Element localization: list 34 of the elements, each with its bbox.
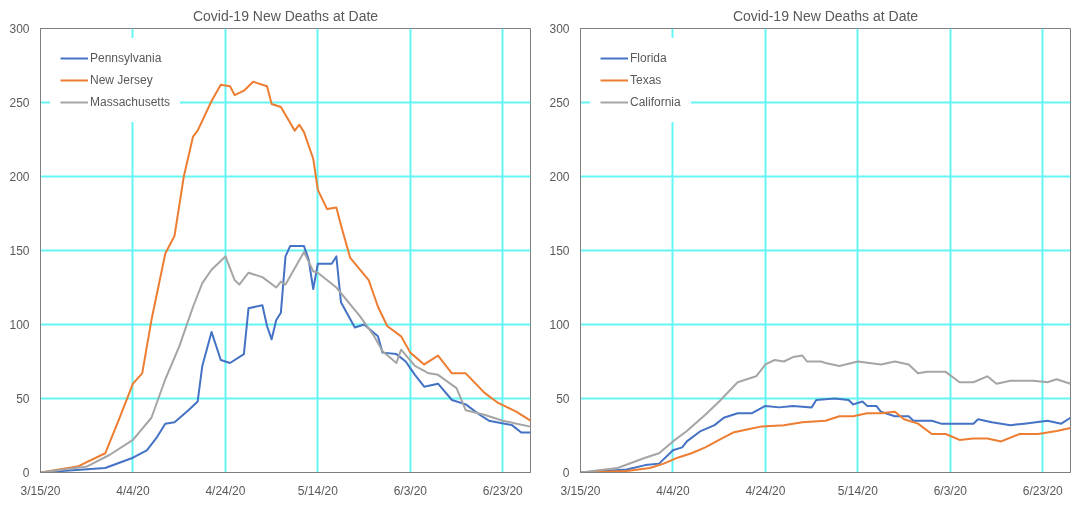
y-tick-label: 0: [22, 466, 30, 480]
chart-title: Covid-19 New Deaths at Date: [732, 7, 919, 24]
x-tick-label: 6/23/20: [1022, 483, 1064, 498]
legend-label: Massachusetts: [90, 95, 171, 109]
legend-label: California: [630, 95, 681, 109]
y-tick-label: 300: [9, 22, 30, 36]
legend-label: Texas: [630, 73, 662, 87]
y-tick-label: 150: [9, 244, 30, 258]
x-tick-label: 6/3/20: [393, 483, 428, 498]
x-tick-label: 5/14/20: [837, 483, 879, 498]
x-tick-label: 4/4/20: [116, 483, 150, 498]
x-tick-label: 6/23/20: [482, 483, 524, 498]
x-tick-label: 5/14/20: [297, 483, 339, 498]
x-tick-label: 4/24/20: [205, 483, 246, 498]
y-tick-label: 50: [16, 392, 30, 406]
y-tick-label: 100: [549, 318, 570, 332]
x-tick-label: 3/15/20: [20, 483, 61, 498]
y-tick-label: 0: [562, 466, 570, 480]
y-tick-label: 250: [9, 96, 30, 110]
y-tick-label: 200: [9, 170, 30, 184]
x-tick-label: 6/3/20: [933, 483, 968, 498]
legend-label: New Jersey: [90, 73, 153, 87]
chart-title: Covid-19 New Deaths at Date: [192, 7, 379, 24]
legend-label: Pennsylvania: [90, 51, 162, 65]
y-tick-label: 50: [556, 392, 570, 406]
legend-label: Florida: [630, 51, 667, 65]
y-tick-label: 300: [549, 22, 570, 36]
x-tick-label: 4/4/20: [656, 483, 690, 498]
y-tick-label: 150: [549, 244, 570, 258]
y-tick-label: 200: [549, 170, 570, 184]
y-tick-label: 100: [9, 318, 30, 332]
x-tick-label: 4/24/20: [745, 483, 786, 498]
x-tick-label: 3/15/20: [560, 483, 601, 498]
y-tick-label: 250: [549, 96, 570, 110]
